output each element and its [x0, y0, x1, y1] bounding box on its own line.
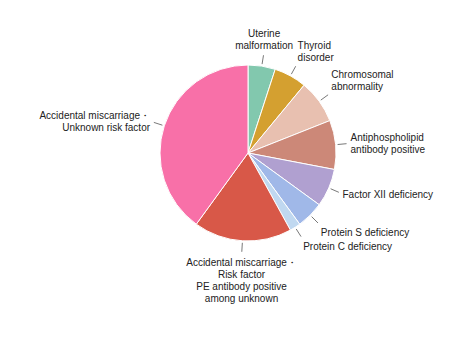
- svg-text:Accidental miscarriage・Unknown: Accidental miscarriage・Unknown risk fact…: [39, 110, 150, 133]
- svg-text:Thyroiddisorder: Thyroiddisorder: [298, 40, 335, 63]
- svg-text:Protein S deficiency: Protein S deficiency: [321, 227, 409, 238]
- svg-text:Antiphospholipidantibody posit: Antiphospholipidantibody positive: [351, 132, 426, 155]
- svg-text:Chromosomalabnormality: Chromosomalabnormality: [331, 69, 393, 92]
- svg-text:Protein C deficiency: Protein C deficiency: [303, 241, 392, 252]
- svg-text:Accidental miscarriage・Risk fa: Accidental miscarriage・Risk factorPE ant…: [186, 257, 297, 304]
- svg-text:Factor XII deficiency: Factor XII deficiency: [343, 189, 434, 200]
- svg-text:Uterinemalformation: Uterinemalformation: [235, 28, 293, 51]
